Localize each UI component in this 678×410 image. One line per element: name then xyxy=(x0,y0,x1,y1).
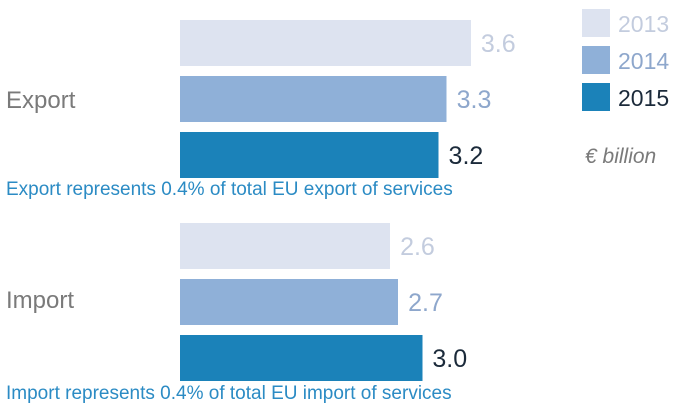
legend-label-2014: 2014 xyxy=(618,48,669,74)
bars-group xyxy=(180,20,471,381)
unit-label: € billion xyxy=(585,145,656,168)
legend-label-2015: 2015 xyxy=(618,85,669,111)
value-label-export-2014: 3.3 xyxy=(457,86,492,114)
value-labels-group: 3.6 3.3 3.2 2.6 2.7 3.0 xyxy=(400,30,516,373)
value-label-import-2015: 3.0 xyxy=(432,345,467,373)
bar-import-2015 xyxy=(180,335,423,381)
bar-import-2013 xyxy=(180,223,391,269)
export-note: Export represents 0.4% of total EU expor… xyxy=(6,179,453,200)
value-label-import-2013: 2.6 xyxy=(400,233,435,261)
legend-swatch-2013 xyxy=(582,9,610,37)
legend: 2013 2014 2015 xyxy=(582,9,669,111)
value-label-export-2013: 3.6 xyxy=(481,30,516,58)
bar-export-2013 xyxy=(180,20,471,66)
category-label-import: Import xyxy=(6,287,74,314)
bar-import-2014 xyxy=(180,279,399,325)
legend-swatch-2014 xyxy=(582,46,610,74)
legend-label-2013: 2013 xyxy=(618,11,669,37)
legend-swatch-2015 xyxy=(582,83,610,111)
value-label-import-2014: 2.7 xyxy=(408,289,443,317)
bar-export-2015 xyxy=(180,132,439,178)
bar-export-2014 xyxy=(180,76,447,122)
category-label-export: Export xyxy=(6,87,76,114)
import-note: Import represents 0.4% of total EU impor… xyxy=(6,383,452,404)
value-label-export-2015: 3.2 xyxy=(449,142,484,170)
